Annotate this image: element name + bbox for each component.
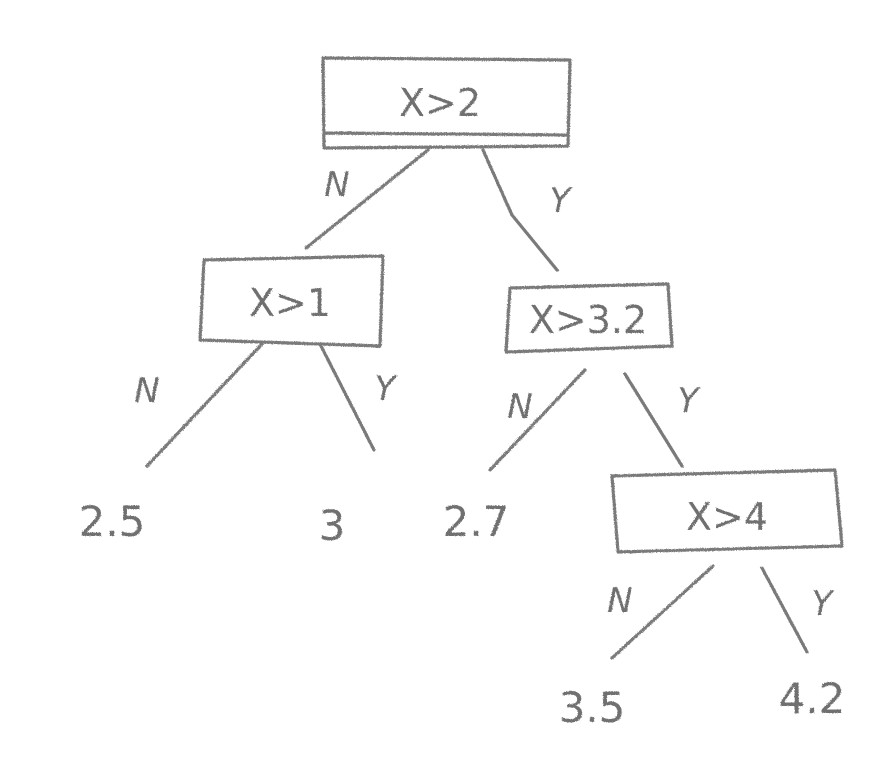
deep-split-yes-edge	[760, 566, 809, 654]
left-split-node-box	[198, 254, 385, 348]
right-split-no-edge	[488, 368, 587, 472]
root-node-box	[321, 56, 572, 150]
leaf-value-2-7: 2.7	[443, 497, 510, 546]
left-split-node: X>1	[198, 254, 385, 348]
left-split-node-label: X>1	[249, 281, 331, 325]
right-split-node-label: X>3.2	[529, 298, 647, 342]
left-split-yes-edge-label: Y	[375, 369, 398, 409]
root-yes-edge-label: Y	[550, 181, 573, 221]
deep-split-yes-edge-label: Y	[812, 584, 835, 624]
root-node-label: X>2	[399, 81, 481, 125]
leaf-value-4-2: 4.2	[779, 674, 846, 723]
left-split-no-edge-label: N	[134, 371, 159, 411]
right-split-yes-edge-label: Y	[678, 381, 701, 421]
right-split-yes-edge	[623, 372, 684, 468]
root-no-edge	[304, 148, 430, 250]
deep-split-node-label: X>4	[686, 495, 768, 539]
deep-split-node: X>4	[610, 468, 844, 554]
leaf-value-3: 3	[319, 501, 346, 550]
root-node: X>2	[321, 56, 572, 150]
leaf-value-2-5: 2.5	[79, 497, 146, 546]
deep-split-no-edge-label: N	[607, 581, 632, 621]
root-no-edge-label: N	[324, 165, 349, 205]
leaf-value-3-5: 3.5	[559, 683, 626, 732]
right-split-no-edge-label: N	[507, 387, 532, 427]
root-yes-edge	[481, 148, 559, 272]
deep-split-node-box	[610, 468, 844, 554]
right-split-node: X>3.2	[504, 282, 674, 354]
right-split-node-box	[504, 282, 674, 354]
left-split-yes-edge	[318, 342, 376, 452]
left-split-no-edge	[145, 342, 264, 468]
deep-split-no-edge	[610, 564, 715, 660]
